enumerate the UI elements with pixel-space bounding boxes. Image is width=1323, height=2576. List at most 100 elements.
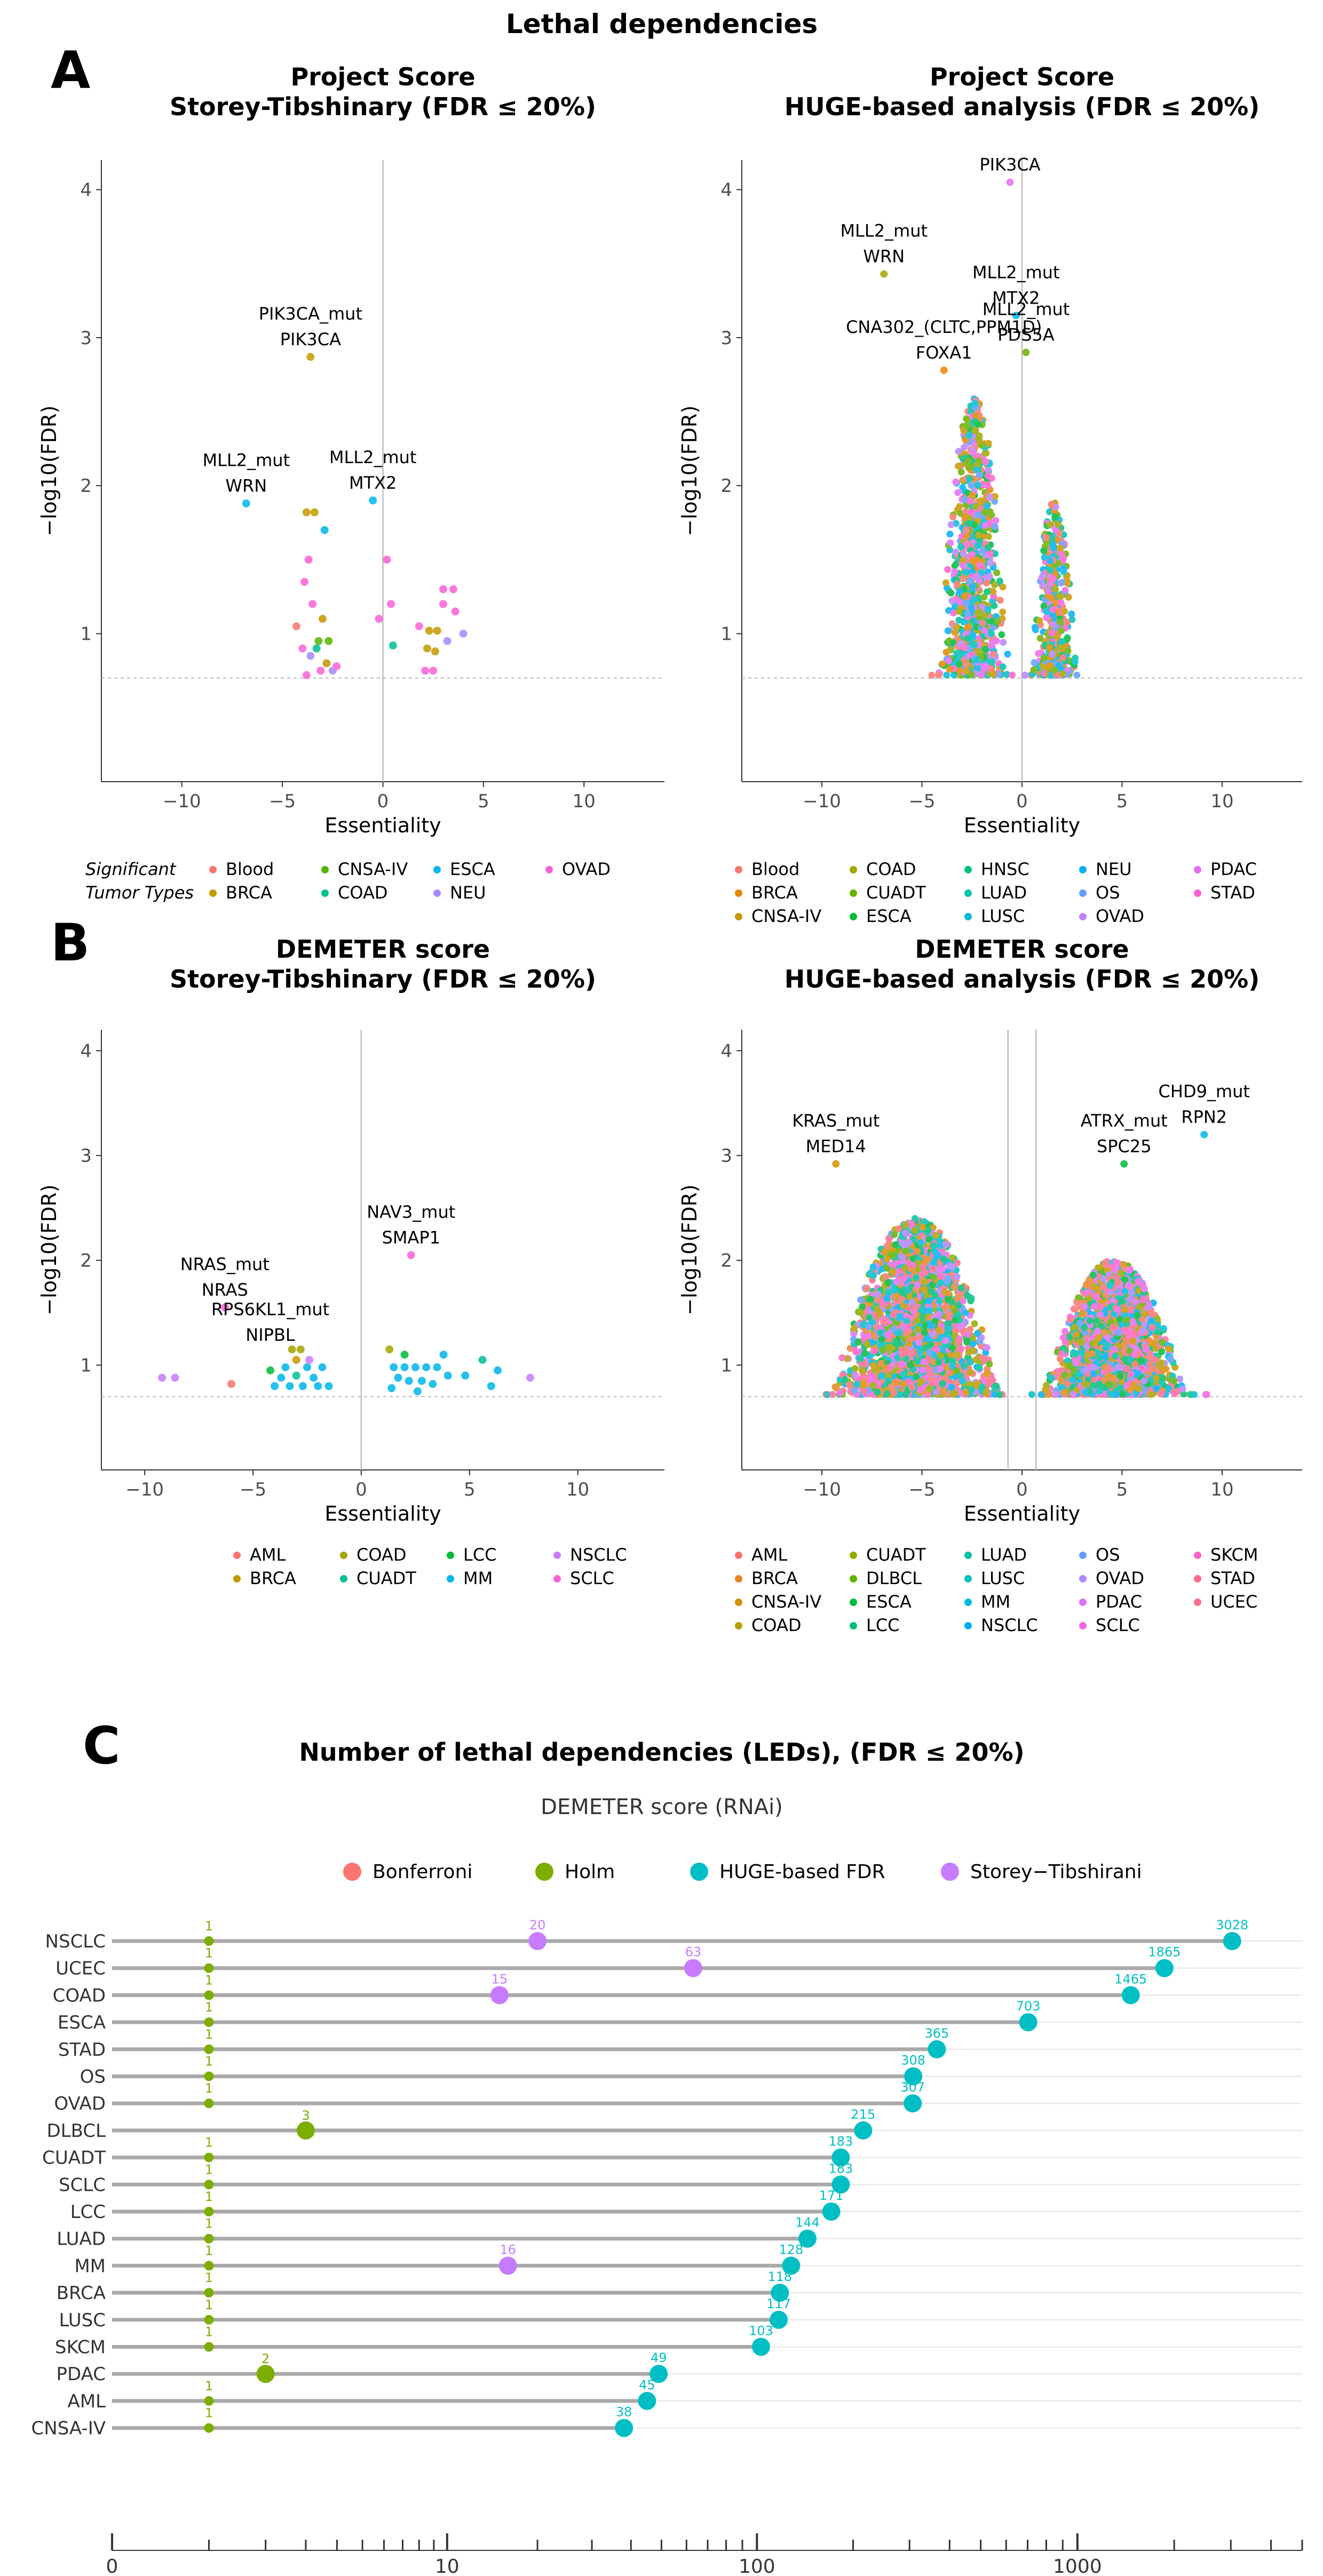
data-point [946, 665, 953, 673]
data-point [963, 415, 970, 423]
data-point [989, 1377, 996, 1384]
panel-title-line1: Project Score [290, 62, 475, 91]
data-point [310, 508, 319, 516]
data-point [981, 508, 988, 516]
points-group [880, 178, 1081, 679]
points-group [158, 1251, 534, 1396]
data-point [461, 1371, 470, 1380]
data-point [1040, 582, 1047, 590]
data-point [857, 1309, 865, 1316]
x-tick-label: −10 [125, 1479, 164, 1500]
point-label: WRN [863, 247, 905, 267]
x-tick-label: 5 [1116, 791, 1128, 812]
data-point [870, 1347, 877, 1355]
data-point [884, 1279, 892, 1286]
data-point [439, 585, 448, 593]
y-tick-label: 4 [80, 1040, 92, 1062]
data-point [890, 1389, 898, 1396]
data-point [1049, 606, 1057, 613]
data-point [976, 562, 984, 570]
data-point [986, 573, 993, 580]
legend-label: AML [250, 1545, 286, 1565]
data-point [940, 1255, 947, 1263]
data-point [1040, 547, 1048, 554]
data-point [953, 624, 960, 631]
data-point [968, 482, 975, 489]
data-point [869, 1382, 877, 1389]
data-point [965, 432, 973, 439]
data-point [996, 1391, 1003, 1398]
point-label: SMAP1 [382, 1227, 440, 1247]
legend-label: OVAD [562, 859, 611, 879]
data-point [851, 1324, 858, 1332]
data-point [971, 400, 979, 407]
data-point [989, 650, 997, 658]
data-point [908, 1334, 916, 1342]
legend-label: Blood [751, 859, 799, 879]
data-point [1058, 638, 1066, 645]
legend-swatch [340, 1552, 347, 1559]
data-point [1063, 619, 1071, 626]
data-point [292, 1371, 300, 1380]
data-point [959, 484, 966, 491]
data-point [978, 671, 985, 678]
data-point [956, 599, 964, 606]
data-point [1049, 575, 1057, 582]
data-point [948, 1263, 956, 1270]
data-point [900, 1371, 907, 1378]
data-point [890, 1311, 897, 1319]
data-point [924, 1390, 932, 1398]
y-tick-label: 2 [720, 1250, 732, 1271]
data-point [304, 555, 313, 564]
data-point [860, 1387, 868, 1395]
data-point [987, 559, 994, 567]
data-point [302, 508, 311, 516]
data-point [946, 530, 954, 538]
data-point [955, 1311, 962, 1318]
data-point [913, 1373, 920, 1380]
data-point [988, 630, 995, 637]
data-point [986, 1361, 993, 1368]
data-point [854, 1338, 862, 1346]
data-point [288, 1345, 296, 1354]
y-tick-label: 4 [720, 1040, 732, 1062]
data-point [1044, 587, 1052, 595]
data-point [951, 562, 958, 569]
data-point [984, 1370, 991, 1377]
data-point [1058, 551, 1065, 558]
legend-title-line2: Tumor Types [85, 882, 194, 903]
data-point [303, 1363, 311, 1371]
data-point [963, 422, 970, 429]
data-point [979, 619, 986, 627]
data-point [897, 1361, 904, 1369]
data-point [991, 581, 999, 589]
data-point [861, 1349, 869, 1357]
data-point [967, 509, 975, 516]
data-point [877, 1336, 885, 1343]
data-point [932, 1232, 939, 1239]
panel-title-line2: Storey-Tibshinary (FDR ≤ 20%) [170, 92, 596, 121]
data-point [948, 1298, 955, 1306]
legend-swatch [964, 889, 972, 897]
data-point [976, 1337, 984, 1345]
legend-swatch [553, 1575, 561, 1583]
data-point [916, 1347, 924, 1355]
legend-swatch [321, 889, 329, 897]
data-point [1040, 655, 1048, 662]
data-point [971, 521, 978, 529]
data-point [930, 1265, 938, 1272]
data-point [969, 1340, 977, 1348]
data-point [978, 442, 985, 449]
point-label: MLL2_mut [202, 450, 290, 471]
data-point [980, 593, 988, 601]
data-point [867, 1269, 874, 1277]
data-point [1037, 1391, 1045, 1398]
data-point [949, 513, 957, 521]
data-point [986, 508, 994, 515]
data-point [976, 608, 983, 616]
data-point [893, 1278, 900, 1285]
data-point [981, 450, 989, 457]
data-point [852, 1371, 859, 1379]
data-point [915, 1339, 923, 1346]
